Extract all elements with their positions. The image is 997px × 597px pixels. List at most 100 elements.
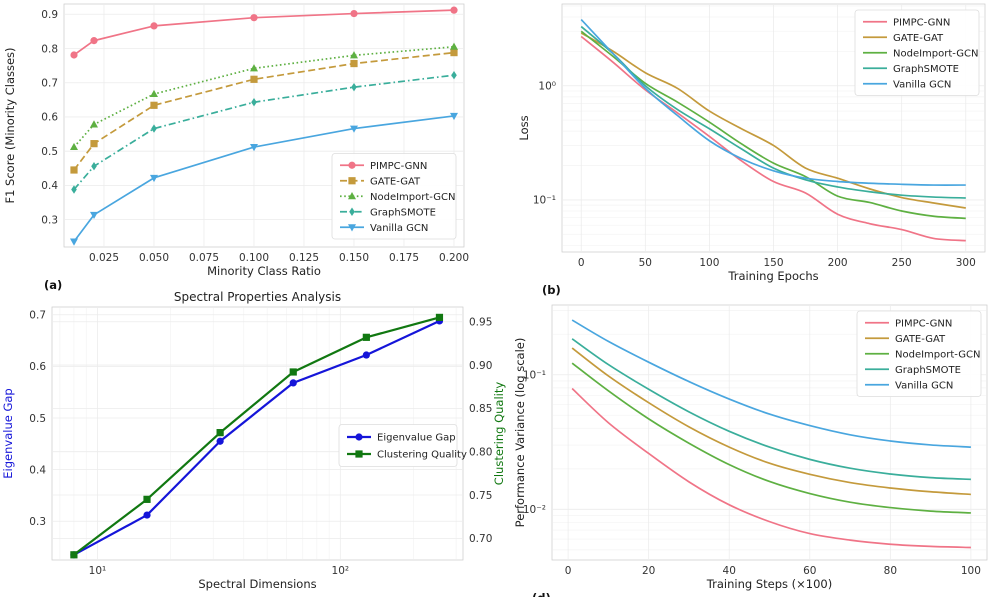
x-tick-label: 0 <box>578 257 585 269</box>
data-point <box>70 238 78 246</box>
data-point <box>90 140 98 148</box>
chart-panel-b: 0 50 100 150 200 250 300 10⁻¹ 10⁰ Training Epochs… <box>517 3 986 297</box>
data-point <box>90 120 98 128</box>
data-point <box>91 162 97 171</box>
data-point <box>151 124 157 133</box>
x-tick-label: 0.075 <box>189 252 219 264</box>
y-tick-label: 0.6 <box>29 361 46 373</box>
series-nodeimport-gcn <box>70 42 458 151</box>
data-point <box>450 112 458 121</box>
legend: Eigenvalue Gap Clustering Quality <box>338 424 467 467</box>
y-axis-label: Eigenvalue Gap <box>1 388 15 478</box>
right-y-axis-label: Clustering Quality <box>492 382 506 486</box>
right-y-tick-label: 0.70 <box>469 533 492 545</box>
series-line-pimpc-gnn <box>580 35 966 242</box>
legend-item-pimpc-gnn: PIMPC-GNN <box>865 318 952 329</box>
series-clustering-quality <box>70 313 444 559</box>
legend-item-eigenvalue-gap: Eigenvalue Gap <box>347 433 456 444</box>
series-vanilla-gcn <box>70 112 458 246</box>
series-vanilla-gcn <box>580 18 966 186</box>
legend-item-graphsmote: GraphSMOTE <box>863 64 959 75</box>
y-tick-label: 10⁻¹ <box>523 370 546 382</box>
legend-item-vanilla-gcn: Vanilla GCN <box>863 79 951 90</box>
series-nodeimport-gcn <box>580 30 966 220</box>
y-tick-label: 0.7 <box>41 78 58 90</box>
legend-item-nodeimport-gcn: NodeImport-GCN <box>865 349 980 360</box>
legend-marker <box>348 161 356 169</box>
x-tick-label: 0.125 <box>289 252 319 264</box>
data-point <box>250 75 258 83</box>
legend-item-vanilla-gcn: Vanilla GCN <box>340 223 428 234</box>
legend-item-graphsmote: GraphSMOTE <box>340 207 436 218</box>
legend-label: GATE-GAT <box>893 33 944 44</box>
legend-marker <box>348 192 356 200</box>
series-line-nodeimport-gcn <box>571 362 971 514</box>
legend-label: NodeImport-GCN <box>370 192 455 203</box>
data-point <box>435 313 444 321</box>
series-line-graphsmote <box>571 338 971 481</box>
x-axis-label: Minority Class Ratio <box>207 264 321 278</box>
series-line-nodeimport-gcn <box>580 30 966 220</box>
legend-label: Vanilla GCN <box>895 380 953 391</box>
x-axis-label: Training Epochs <box>727 269 818 283</box>
data-point <box>350 9 358 18</box>
series-gate-gat <box>580 32 966 209</box>
legend-item-vanilla-gcn: Vanilla GCN <box>865 380 953 391</box>
series-line-gate-gat <box>580 32 966 209</box>
x-tick-label: 0 <box>565 565 572 577</box>
legend-marker <box>348 224 356 232</box>
right-y-tick-label: 0.85 <box>469 403 492 415</box>
legend-marker <box>355 450 363 458</box>
data-point <box>150 101 158 109</box>
y-tick-label: 0.3 <box>29 516 46 528</box>
x-tick-label: 40 <box>723 565 736 577</box>
series-pimpc-gnn <box>571 387 971 549</box>
x-axis-label: Spectral Dimensions <box>198 577 316 591</box>
series-line-clustering-quality <box>73 316 440 556</box>
legend-frame <box>331 153 457 240</box>
x-tick-label: 10¹ <box>89 565 107 577</box>
x-tick-label: 60 <box>803 565 816 577</box>
legend-item-clustering-quality: Clustering Quality <box>347 450 467 461</box>
series-line-vanilla-gcn <box>580 18 966 186</box>
y-tick-label: 10⁻¹ <box>533 195 556 207</box>
legend-frame <box>338 424 458 467</box>
chart-title: Spectral Properties Analysis <box>174 290 341 304</box>
right-y-tick-label: 0.95 <box>469 317 492 329</box>
right-y-tick-label: 0.80 <box>469 446 492 458</box>
x-tick-label: 250 <box>892 257 912 269</box>
x-tick-label: 300 <box>956 257 976 269</box>
series-line-pimpc-gnn <box>571 387 971 549</box>
x-tick-label: 10² <box>332 565 350 577</box>
legend: PIMPC-GNN GATE-GAT NodeImport-GCN GraphSMOT… <box>854 9 980 96</box>
legend-item-gate-gat: GATE-GAT <box>863 33 944 44</box>
data-point <box>70 51 78 59</box>
data-point <box>216 437 224 445</box>
series-vanilla-gcn <box>571 319 971 448</box>
legend-label: PIMPC-GNN <box>893 17 950 28</box>
chart-panel-c: 10¹ 10² 0.3 0.4 0.5 0.6 0.7 0.70 0.75 0.80 0.85 0.9… <box>1 290 506 591</box>
right-y-tick-label: 0.90 <box>469 360 492 372</box>
legend-item-pimpc-gnn: PIMPC-GNN <box>863 17 950 28</box>
series-line-graphsmote <box>73 74 455 191</box>
data-point <box>150 89 158 98</box>
x-tick-label: 0.100 <box>239 252 269 264</box>
data-point <box>362 333 370 341</box>
data-point <box>450 6 458 14</box>
series-line-vanilla-gcn <box>73 115 455 243</box>
legend: PIMPC-GNN GATE-GAT NodeImport-GCN GraphSMOT… <box>856 310 982 397</box>
y-tick-label: 0.9 <box>41 9 58 21</box>
legend-item-nodeimport-gcn: NodeImport-GCN <box>340 192 455 203</box>
legend-label: Vanilla GCN <box>370 223 428 234</box>
y-tick-label: 10⁰ <box>538 81 556 93</box>
y-axis-label: Loss <box>517 115 531 140</box>
data-point <box>150 174 158 183</box>
legend-marker <box>348 177 356 185</box>
data-point <box>362 351 370 359</box>
legend: PIMPC-GNN GATE-GAT NodeImport-GCN GraphSMOT… <box>331 153 457 240</box>
panel-label: (d) <box>532 591 551 597</box>
legend-label: Eigenvalue Gap <box>377 433 456 444</box>
y-tick-label: 0.5 <box>29 413 46 425</box>
data-point <box>350 51 358 59</box>
data-point <box>251 98 257 107</box>
